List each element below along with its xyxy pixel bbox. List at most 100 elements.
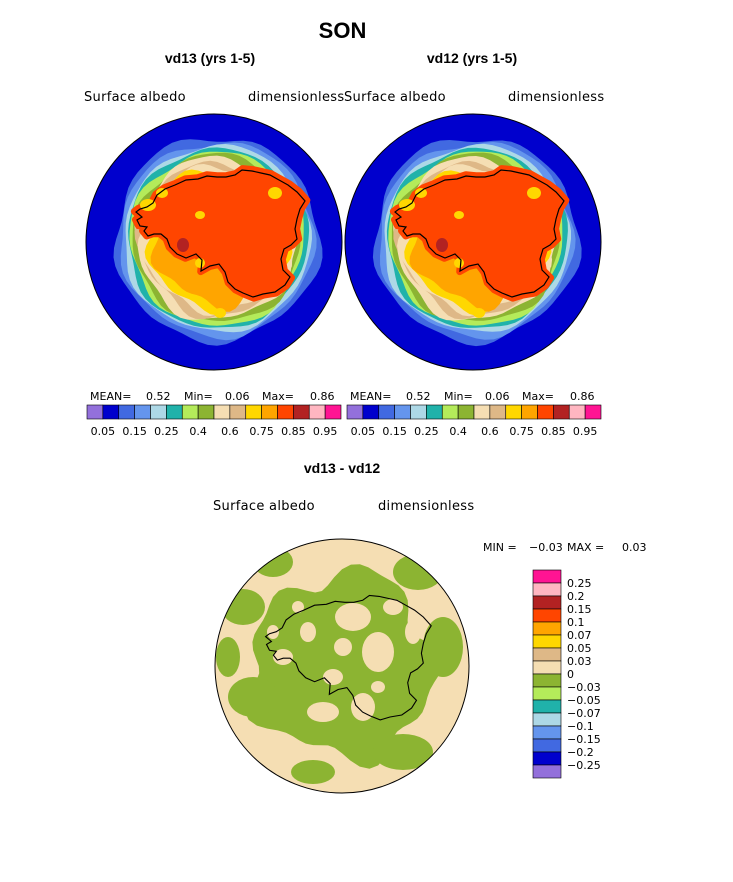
diff-colorbar: 0.250.20.150.10.070.050.030−0.03−0.05−0.… [532,569,601,779]
difference-region [334,638,352,656]
colorbar-swatch [532,660,562,675]
colorbar-swatch [362,404,380,420]
colorbar-swatch [166,404,183,420]
coastline [264,594,432,721]
colorbar-tick-label: 0.75 [249,425,274,438]
colorbar-swatch [426,404,443,420]
colorbar-tick-label: 0.03 [567,655,592,668]
colorbar-tick-label: 0.85 [281,425,306,438]
difference-region [228,677,278,717]
colorbar-tick-label: −0.05 [567,694,601,707]
panel-1-polar-map [85,113,343,371]
colorbar-tick-label: 0.25 [414,425,439,438]
colorbar-swatch [532,569,562,584]
panel-1-colorbar: 0.05 0.15 0.25 0.4 0.6 0.75 0.85 0.95 [86,404,342,438]
colorbar-swatch [553,404,570,420]
colorbar-swatch [505,404,522,420]
coastline [135,169,306,298]
colorbar-swatch [378,404,395,420]
panel-2-max-label: Max= [522,390,554,403]
difference-region [405,620,421,644]
albedo-patch [195,211,205,219]
colorbar-tick-label: 0.15 [122,425,147,438]
colorbar-tick-label: 0.95 [313,425,338,438]
diff-polar-map [214,538,470,794]
colorbar-swatch [532,621,562,636]
colorbar-swatch [532,699,562,714]
colorbar-swatch [324,404,342,420]
colorbar-tick-label: 0.85 [541,425,566,438]
colorbar-swatch [410,404,427,420]
albedo-field [345,114,601,370]
albedo-patch [430,261,446,275]
coastline [394,169,565,298]
panel-1-mean-label: MEAN= [90,390,132,403]
colorbar-tick-label: 0.05 [351,425,376,438]
colorbar-swatch [261,404,278,420]
panel-1-min-label: Min= [184,390,213,403]
diff-min-value: −0.03 [529,541,563,554]
colorbar-tick-label: 0.6 [481,425,499,438]
albedo-patch [454,258,464,268]
colorbar-tick-label: 0.95 [573,425,598,438]
difference-region [371,681,385,693]
difference-region [221,589,265,625]
colorbar-swatch [197,404,215,420]
colorbar-swatch [86,404,104,420]
colorbar-swatch [532,712,562,727]
panel-2-units-label: dimensionless [508,90,605,105]
colorbar-swatch [532,725,562,740]
colorbar-tick-label: −0.15 [567,733,601,746]
difference-region [244,564,443,769]
panel-2-mean-value: 0.52 [406,390,431,403]
albedo-patch [454,211,464,219]
colorbar-tick-label: −0.25 [567,759,601,772]
difference-region [351,693,375,721]
map-border [214,538,470,794]
albedo-patch [473,308,485,318]
map-border [85,113,343,371]
map-border [344,113,602,371]
colorbar-swatch [532,634,562,649]
colorbar-swatch [394,404,411,420]
colorbar-tick-label: −0.07 [567,707,601,720]
colorbar-swatch [532,647,562,662]
diff-field-label: Surface albedo [213,499,315,514]
difference-region [300,622,316,642]
colorbar-swatch [102,404,120,420]
panel-2-min-value: 0.06 [485,390,510,403]
difference-region [291,760,335,784]
albedo-patch [527,187,541,199]
difference-region [323,669,343,685]
difference-region [292,601,304,613]
difference-region [307,702,339,722]
panel-2-min-label: Min= [444,390,473,403]
colorbar-tick-label: 0.25 [567,577,592,590]
difference-region [362,632,394,672]
panel-1-field-label: Surface albedo [84,90,186,105]
colorbar-swatch [118,404,135,420]
difference-field [215,539,469,793]
colorbar-swatch [584,404,602,420]
diff-min-label: MIN = [483,541,517,554]
colorbar-swatch [532,673,562,688]
colorbar-tick-label: 0.05 [91,425,116,438]
diff-units-label: dimensionless [378,499,475,514]
colorbar-swatch [346,404,364,420]
colorbar-tick-label: 0.6 [221,425,239,438]
albedo-patch [214,308,226,318]
panel-2-title: vd12 (yrs 1-5) [426,50,518,66]
panel-2-field-label: Surface albedo [344,90,446,105]
colorbar-swatch [532,595,562,610]
colorbar-tick-label: 0.1 [567,616,585,629]
colorbar-tick-label: −0.2 [567,746,594,759]
colorbar-swatch [521,404,538,420]
colorbar-swatch [532,738,562,753]
difference-region [216,637,240,677]
albedo-continent-interior [395,170,564,297]
colorbar-swatch [150,404,167,420]
colorbar-swatch [457,404,475,420]
panel-1-title: vd13 (yrs 1-5) [164,50,256,66]
page-title: SON [318,18,367,43]
colorbar-tick-label: 0 [567,668,574,681]
